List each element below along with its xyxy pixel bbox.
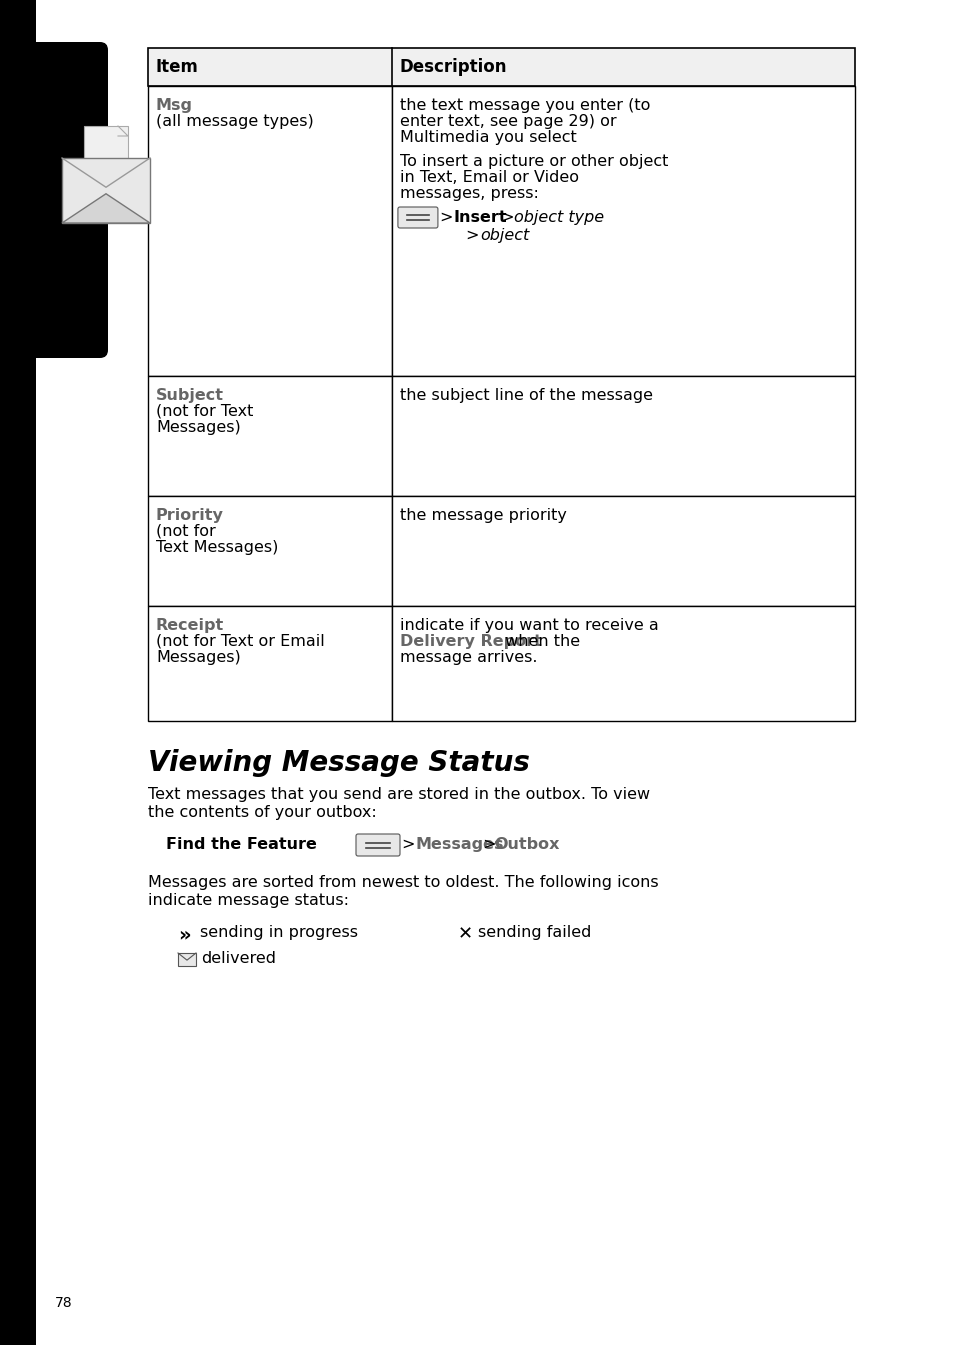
- Text: sending failed: sending failed: [477, 925, 591, 940]
- Text: Viewing Message Status: Viewing Message Status: [148, 749, 529, 777]
- Bar: [0, 0, 36, 1345]
- Text: Text Messages): Text Messages): [156, 539, 278, 555]
- Text: >: >: [401, 837, 420, 851]
- Bar: [392, 496, 854, 607]
- Text: the text message you enter (to: the text message you enter (to: [399, 98, 650, 113]
- Text: Insert: Insert: [454, 210, 507, 225]
- Text: object: object: [479, 229, 529, 243]
- Text: messages, press:: messages, press:: [399, 186, 538, 200]
- Text: Priority: Priority: [156, 508, 224, 523]
- Text: the subject line of the message: the subject line of the message: [399, 387, 652, 404]
- Bar: [148, 496, 392, 607]
- Text: sending in progress: sending in progress: [200, 925, 357, 940]
- Text: >: >: [439, 210, 458, 225]
- Text: Item: Item: [156, 58, 198, 77]
- Text: Description: Description: [399, 58, 507, 77]
- Text: Subject: Subject: [156, 387, 224, 404]
- Text: enter text, see page 29) or: enter text, see page 29) or: [399, 114, 616, 129]
- FancyBboxPatch shape: [397, 207, 437, 229]
- Text: >: >: [477, 837, 501, 851]
- Text: Messages: Messages: [416, 837, 504, 851]
- Text: indicate if you want to receive a: indicate if you want to receive a: [399, 617, 658, 633]
- Text: Delivery Report: Delivery Report: [399, 633, 541, 650]
- Text: Messages): Messages): [156, 650, 240, 664]
- Text: (not for Text or Email: (not for Text or Email: [156, 633, 324, 650]
- Text: »: »: [178, 925, 191, 944]
- Text: To insert a picture or other object: To insert a picture or other object: [399, 153, 668, 169]
- FancyBboxPatch shape: [355, 834, 399, 855]
- Bar: [148, 48, 854, 86]
- Text: Messages and Email: Messages and Email: [12, 593, 28, 767]
- Bar: [84, 126, 128, 164]
- Bar: [148, 86, 392, 377]
- Text: indicate message status:: indicate message status:: [148, 893, 349, 908]
- Text: 78: 78: [55, 1297, 72, 1310]
- Bar: [392, 607, 854, 721]
- Bar: [392, 86, 854, 377]
- Text: Receipt: Receipt: [156, 617, 224, 633]
- Text: the message priority: the message priority: [399, 508, 566, 523]
- Text: message arrives.: message arrives.: [399, 650, 537, 664]
- Text: (not for Text: (not for Text: [156, 404, 253, 420]
- Bar: [178, 954, 195, 966]
- Text: (not for: (not for: [156, 525, 215, 539]
- Text: Messages are sorted from newest to oldest. The following icons: Messages are sorted from newest to oldes…: [148, 876, 658, 890]
- Text: >: >: [465, 229, 484, 243]
- Text: Multimedia you select: Multimedia you select: [399, 130, 576, 145]
- Text: object type: object type: [514, 210, 603, 225]
- Text: Msg: Msg: [156, 98, 193, 113]
- Text: in Text, Email or Video: in Text, Email or Video: [399, 169, 578, 186]
- Text: ✕: ✕: [457, 925, 473, 943]
- Text: Outbox: Outbox: [494, 837, 558, 851]
- Text: Find the Feature: Find the Feature: [166, 837, 316, 851]
- Text: Messages): Messages): [156, 420, 240, 434]
- Text: the contents of your outbox:: the contents of your outbox:: [148, 806, 376, 820]
- Bar: [148, 377, 392, 496]
- Text: >: >: [496, 210, 519, 225]
- Polygon shape: [62, 194, 150, 223]
- Text: (all message types): (all message types): [156, 114, 314, 129]
- FancyBboxPatch shape: [0, 42, 108, 358]
- Text: when the: when the: [499, 633, 579, 650]
- Text: Text messages that you send are stored in the outbox. To view: Text messages that you send are stored i…: [148, 787, 649, 802]
- Text: delivered: delivered: [201, 951, 275, 966]
- Bar: [148, 607, 392, 721]
- Bar: [62, 157, 150, 223]
- Bar: [392, 377, 854, 496]
